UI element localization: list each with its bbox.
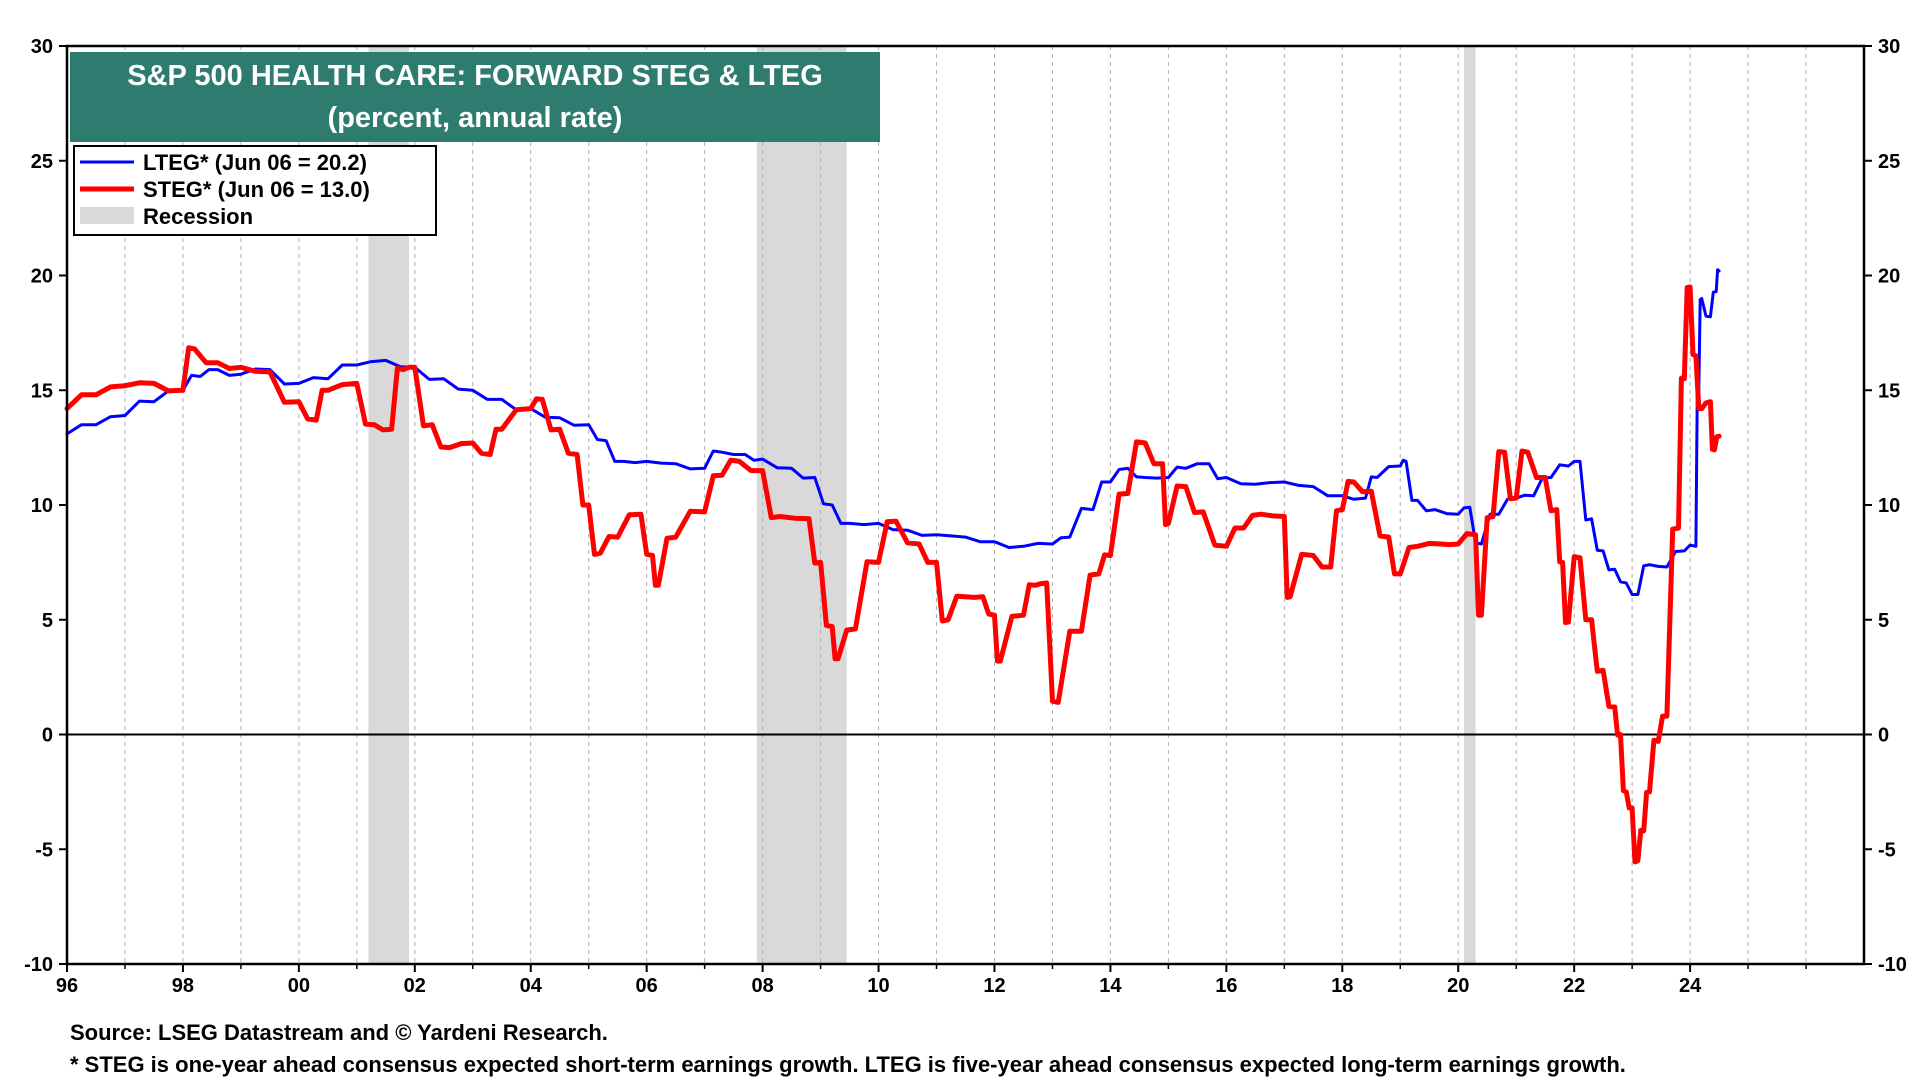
recession-band bbox=[1464, 46, 1476, 964]
y-tick-label-left: 30 bbox=[31, 36, 53, 58]
y-tick-label-left: 0 bbox=[42, 725, 53, 747]
source-note: Source: LSEG Datastream and © Yardeni Re… bbox=[70, 1020, 608, 1045]
x-tick-label: 22 bbox=[1563, 975, 1585, 997]
y-tick-label-right: 30 bbox=[1878, 36, 1900, 58]
y-tick-label-right: 0 bbox=[1878, 725, 1889, 747]
x-tick-label: 14 bbox=[1099, 975, 1122, 997]
legend-label-lteg: LTEG* (Jun 06 = 20.2) bbox=[143, 150, 367, 175]
y-tick-label-left: 10 bbox=[31, 495, 53, 517]
y-tick-label-right: 10 bbox=[1878, 495, 1900, 517]
chart-subtitle: (percent, annual rate) bbox=[328, 102, 623, 134]
definition-note: * STEG is one-year ahead consensus expec… bbox=[70, 1052, 1626, 1077]
y-tick-label-left: 5 bbox=[42, 610, 53, 632]
x-tick-label: 06 bbox=[636, 975, 658, 997]
x-tick-label: 04 bbox=[520, 975, 543, 997]
x-tick-label: 20 bbox=[1447, 975, 1469, 997]
y-tick-label-left: -10 bbox=[24, 954, 53, 976]
y-tick-label-right: -5 bbox=[1878, 839, 1896, 861]
legend-label-recession: Recession bbox=[143, 204, 253, 229]
series-lines bbox=[64, 268, 1722, 865]
legend-swatch-recession bbox=[80, 207, 134, 224]
legend-label-steg: STEG* (Jun 06 = 13.0) bbox=[143, 177, 370, 202]
y-tick-label-right: -10 bbox=[1878, 954, 1907, 976]
vertical-gridlines bbox=[124, 46, 1807, 964]
x-tick-label: 08 bbox=[751, 975, 773, 997]
y-tick-label-left: 15 bbox=[31, 380, 53, 402]
x-tick-label: 00 bbox=[288, 975, 310, 997]
x-tick-label: 98 bbox=[172, 975, 194, 997]
y-tick-label-left: -5 bbox=[35, 839, 53, 861]
title-background bbox=[70, 52, 880, 142]
series-line-steg bbox=[64, 284, 1722, 865]
x-tick-label: 18 bbox=[1331, 975, 1353, 997]
recession-bands bbox=[368, 46, 1476, 964]
title-box: S&P 500 HEALTH CARE: FORWARD STEG & LTEG… bbox=[70, 52, 880, 142]
y-tick-label-left: 20 bbox=[31, 266, 53, 288]
y-tick-label-right: 25 bbox=[1878, 151, 1900, 173]
y-tick-label-right: 5 bbox=[1878, 610, 1889, 632]
x-tick-label: 12 bbox=[983, 975, 1005, 997]
x-tick-label: 10 bbox=[867, 975, 889, 997]
y-tick-label-right: 20 bbox=[1878, 266, 1900, 288]
legend-box bbox=[73, 145, 437, 236]
axis-ticks: 96 98 00 02 04 06 08 10 12 14 16 18 20 22 24-10 -10-5 -5… bbox=[24, 36, 1907, 997]
x-tick-label: 96 bbox=[56, 975, 78, 997]
x-tick-label: 24 bbox=[1679, 975, 1702, 997]
x-tick-label: 16 bbox=[1215, 975, 1237, 997]
y-tick-label-right: 15 bbox=[1878, 380, 1900, 402]
series-line-lteg bbox=[65, 268, 1721, 596]
legend: LTEG* (Jun 06 = 20.2) STEG* (Jun 06 = 13… bbox=[73, 145, 437, 236]
x-tick-label: 02 bbox=[404, 975, 426, 997]
y-tick-label-left: 25 bbox=[31, 151, 53, 173]
chart-title: S&P 500 HEALTH CARE: FORWARD STEG & LTEG bbox=[127, 60, 823, 92]
